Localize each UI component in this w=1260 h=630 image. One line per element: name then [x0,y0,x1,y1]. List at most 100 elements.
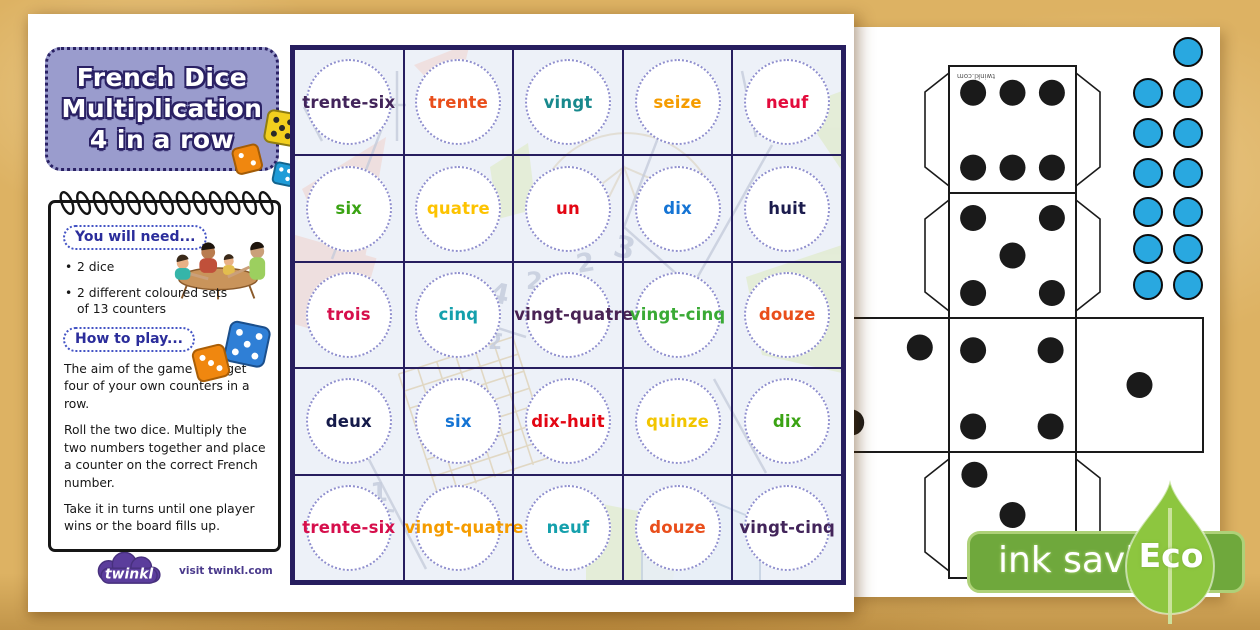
net-watermark-text: twinkl.com [957,72,995,80]
counter-chip [1173,158,1203,188]
board-cell-circle [305,165,392,252]
board-cell-circle [744,378,831,465]
board-cell-word: trente [428,92,489,112]
board-cell-word: neuf [546,518,590,538]
net-face [852,317,950,453]
svg-text:twinkl: twinkl [105,566,154,582]
die-pip [960,154,987,181]
board-cell-circle [305,378,392,465]
die-pip [961,461,988,488]
board-cell: neuf [732,49,842,156]
twinkl-logo: twinkl visit twinkl.com [90,552,273,590]
die-pip [960,337,987,364]
counter-chip [1133,197,1163,227]
board-cell: vingt-quatre [403,474,524,581]
board-cell: six [403,368,514,475]
die-pip [1038,79,1065,106]
die-pip [960,79,987,106]
board-cell-circle [415,59,502,146]
board-cell-circle [634,165,721,252]
board-cell: cinq [403,261,514,369]
board-cell-circle [415,271,502,358]
die-pip [960,413,987,440]
board-cell-word: six [335,199,363,219]
board-cell-circle [524,378,611,465]
dice-net: twinkl.com [852,65,1204,579]
board-cell-word: vingt-quatre [514,305,634,325]
board-cell-circle [634,378,721,465]
die-pip [1037,337,1064,364]
spiral-binding [59,190,274,216]
board-cell-circle [744,484,831,571]
how-to-play-header: How to play... [63,326,195,352]
die-pip [1037,413,1064,440]
board-cell-circle [305,59,392,146]
board-cell-word: trois [326,305,371,325]
dice-net-page: twinkl.com [852,27,1220,597]
board-cell-word: un [556,199,580,219]
board-cell-circle [524,271,611,358]
board-cell-word: vingt-quatre [404,518,524,538]
board-cell-word: cinq [438,305,479,325]
die-pip [852,409,865,436]
board-cell: deux [294,368,404,475]
board-cell: dix [732,368,842,475]
counter-chip [1173,197,1203,227]
board-cell-word: deux [325,411,372,431]
counter-chip [1173,78,1203,108]
die-pip [1038,280,1065,306]
logo-tagline: visit twinkl.com [179,565,273,577]
counter-chip [1173,234,1203,264]
board-cell: six [294,155,404,262]
die-pip [960,280,987,306]
board-cell: douze [622,474,733,581]
title-line-3: 4 in a row [89,125,235,154]
title-line-2: Multiplication [61,94,263,123]
die-pip [999,79,1026,106]
board-cell-circle [524,165,611,252]
board-cell: huit [732,155,842,262]
board-cell-word: vingt-cinq [629,305,726,325]
title-line-1: French Dice [76,63,248,92]
board-cell: quinze [622,368,733,475]
eco-leaf-icon [1124,479,1216,624]
board-cell-word: neuf [765,92,809,112]
die-pip [1038,205,1065,231]
board-cell-word: douze [649,518,706,538]
board-cell-word: vingt-cinq [739,518,836,538]
counter-chip [1133,118,1163,148]
board-cell-circle [634,484,721,571]
board-cell-circle [305,271,392,358]
board-grid: 3 2 4 2 1 2 1 2 trente-sixtrentevingtsei… [290,45,846,585]
board-cell-word: trente-six [302,518,396,538]
die-pip [1038,154,1065,181]
die-pip [1126,372,1153,398]
instructions-paragraph: Take it in turns until one player wins o… [64,501,255,534]
svg-text:2: 2 [574,247,597,280]
board-cell-word: quinze [646,411,710,431]
board-cell-circle [634,59,721,146]
board-cell: trente-six [294,49,404,156]
board-cell-circle [524,59,611,146]
board-cell-circle [305,484,392,571]
you-will-need-list: 2 dice 2 different coloured sets of 13 c… [65,259,267,318]
notepad: You will need... 2 dice 2 different colo… [48,190,281,552]
board-cell: douze [732,261,842,369]
counter-chip [1133,78,1163,108]
board-cell: dix-huit [513,368,623,475]
need-item: 2 different coloured sets of 13 counters [65,285,229,318]
title-box: French Dice Multiplication 4 in a row [45,47,279,171]
board-cell-word: dix [772,411,802,431]
board-cell-word: six [445,411,472,431]
eco-label: Eco [1138,536,1204,575]
die-pip [960,205,987,231]
counter-chip [1173,118,1203,148]
die-pip [999,502,1026,528]
board-cell: un [513,155,623,262]
board-cell: vingt-cinq [622,261,733,369]
you-will-need-header: You will need... [63,225,208,250]
board-cell-circle [634,271,721,358]
board-cell-word: huit [768,199,807,219]
board-cell-circle [415,378,502,465]
